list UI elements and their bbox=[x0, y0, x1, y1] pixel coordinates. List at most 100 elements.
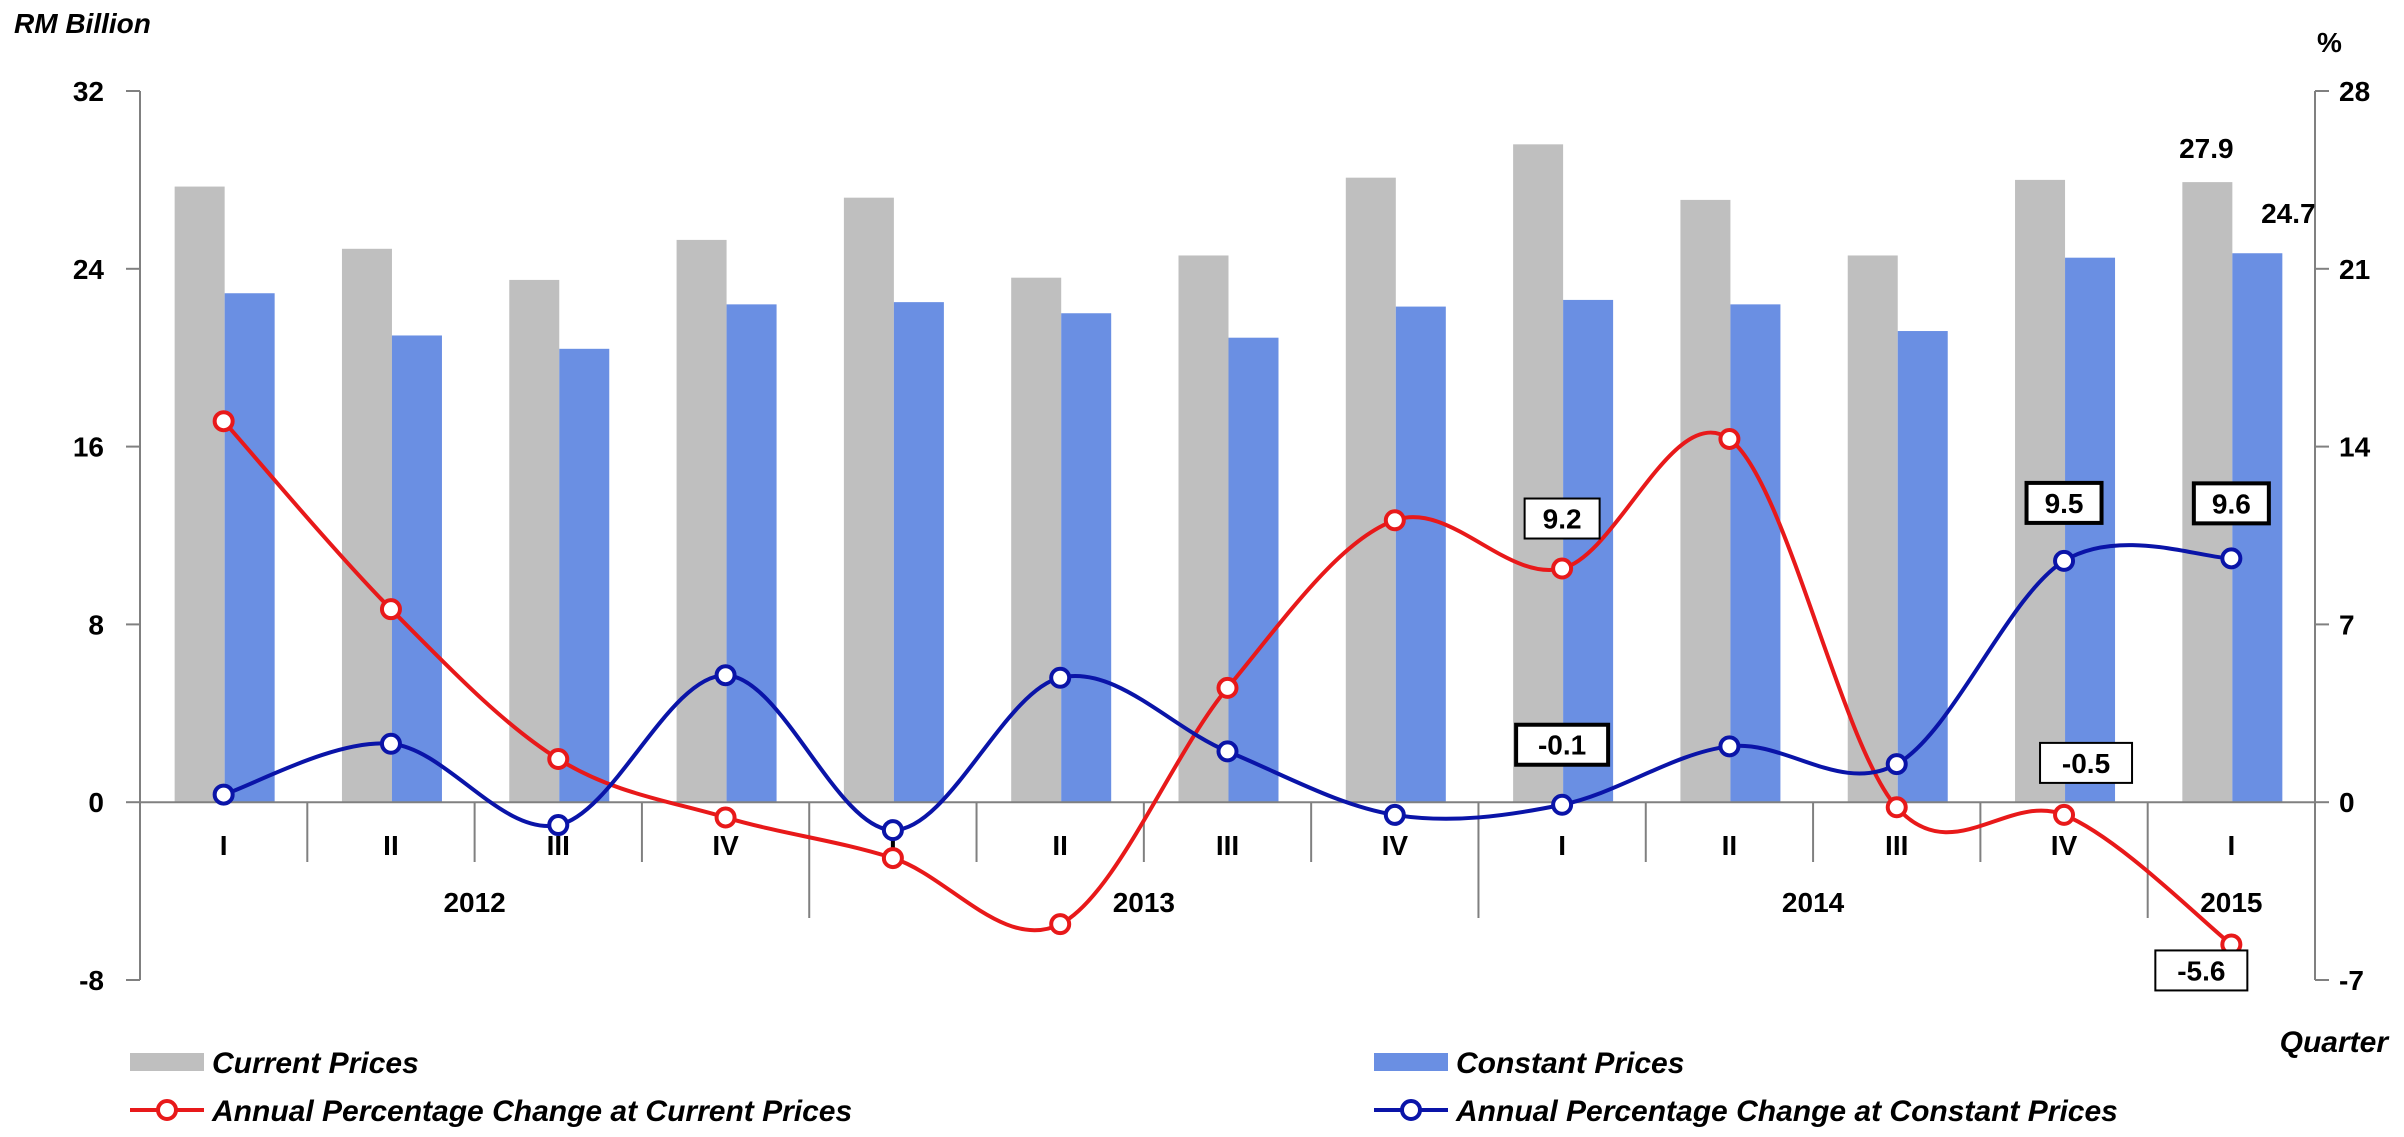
y-right-tick-label: 0 bbox=[2339, 787, 2355, 818]
constant-prices-bar-11 bbox=[2065, 257, 2116, 803]
constant-prices-bar-5 bbox=[1061, 313, 1112, 803]
constant-change-point-6 bbox=[1216, 740, 1239, 763]
data-label-box-4 bbox=[2024, 480, 2104, 525]
current-change-point-2 bbox=[547, 748, 570, 771]
constant-prices-bar-3 bbox=[726, 304, 777, 803]
y-right-axis-title: % bbox=[2317, 27, 2342, 58]
data-label-box-7 bbox=[2154, 949, 2249, 992]
y-left-tick-label: -8 bbox=[79, 965, 104, 996]
constant-change-point-8 bbox=[1551, 793, 1574, 816]
current-prices-bar-10 bbox=[1847, 255, 1898, 803]
current-prices-bar-9 bbox=[1680, 199, 1731, 803]
constant-prices-bar-1 bbox=[391, 335, 442, 803]
y-left-tick-label: 8 bbox=[88, 609, 104, 640]
current-prices-bar-6 bbox=[1178, 255, 1229, 803]
constant-prices-bar-9 bbox=[1730, 304, 1781, 803]
data-label-box-5 bbox=[2191, 481, 2271, 526]
y-left-tick-label: 16 bbox=[73, 432, 104, 463]
current-change-point-0 bbox=[212, 410, 235, 433]
y-left-axis-title: RM Billion bbox=[14, 8, 151, 39]
quarter-label-11: IV bbox=[2051, 830, 2078, 861]
constant-prices-bar-2 bbox=[559, 348, 610, 803]
legend-label-1: Constant Prices bbox=[1456, 1047, 1684, 1080]
current-prices-bar-1 bbox=[341, 248, 392, 803]
quarter-label-4: I bbox=[889, 830, 897, 861]
current-change-point-6 bbox=[1216, 676, 1239, 699]
legend-label-2: Annual Percentage Change at Current Pric… bbox=[211, 1095, 852, 1128]
constant-change-point-10 bbox=[1885, 753, 1908, 776]
data-label-3: -0.1 bbox=[1538, 730, 1586, 761]
current-change-point-1 bbox=[379, 598, 402, 621]
data-label-7: -5.6 bbox=[2177, 955, 2225, 986]
legend-label-3: Annual Percentage Change at Constant Pri… bbox=[1455, 1095, 2118, 1128]
current-change-point-5 bbox=[1049, 913, 1072, 936]
quarter-label-1: II bbox=[383, 830, 399, 861]
y-right-tick-label: 28 bbox=[2339, 76, 2370, 107]
constant-change-point-12 bbox=[2220, 547, 2243, 570]
data-label-box-6 bbox=[2039, 741, 2134, 784]
data-label-6: -0.5 bbox=[2062, 748, 2110, 779]
current-change-point-9 bbox=[1718, 427, 1741, 450]
quarter-label-2: III bbox=[547, 830, 570, 861]
y-right-tick-label: 7 bbox=[2339, 609, 2355, 640]
y-right-tick-label: -7 bbox=[2339, 965, 2364, 996]
legend: Current Prices Constant Prices Annual Perc… bbox=[130, 1047, 2118, 1128]
y-left-tick-label: 32 bbox=[73, 76, 104, 107]
constant-change-point-0 bbox=[212, 783, 235, 806]
constant-prices-bar-0 bbox=[224, 293, 275, 803]
quarter-label-3: IV bbox=[712, 830, 739, 861]
constant-prices-bar-7 bbox=[1395, 306, 1446, 803]
y-right-tick-label: 21 bbox=[2339, 254, 2370, 285]
year-label-2014: 2014 bbox=[1782, 887, 1845, 918]
data-label-box-3 bbox=[1514, 722, 1611, 767]
data-label-0: 27.9 bbox=[2179, 133, 2234, 164]
bars-layer bbox=[174, 144, 2283, 803]
quarter-label-5: II bbox=[1052, 830, 1068, 861]
current-change-point-8 bbox=[1551, 557, 1574, 580]
constant-prices-bar-10 bbox=[1897, 331, 1948, 803]
legend-marker-3 bbox=[1400, 1099, 1422, 1121]
constant-prices-bar-12 bbox=[2232, 253, 2283, 803]
constant-change-point-11 bbox=[2053, 549, 2076, 572]
constant-change-point-5 bbox=[1049, 666, 1072, 689]
data-label-2: 9.2 bbox=[1543, 504, 1582, 535]
current-change-point-7 bbox=[1383, 509, 1406, 532]
y-right-tick-label: 14 bbox=[2339, 432, 2371, 463]
current-change-point-10 bbox=[1885, 796, 1908, 819]
constant-change-point-7 bbox=[1383, 803, 1406, 826]
quarter-label-12: I bbox=[2227, 830, 2235, 861]
quarter-label-8: I bbox=[1558, 830, 1566, 861]
annotations-layer: 27.9 24.7 9.2 -0.1 9.5 9.6 -0.5 -5.6 bbox=[1514, 133, 2316, 992]
legend-marker-2 bbox=[156, 1099, 178, 1121]
quarter-label-6: III bbox=[1216, 830, 1239, 861]
year-label-2015: 2015 bbox=[2200, 887, 2262, 918]
current-prices-bar-8 bbox=[1513, 144, 1564, 803]
current-prices-bar-5 bbox=[1011, 277, 1062, 803]
constant-change-point-9 bbox=[1718, 735, 1741, 758]
constant-prices-bar-4 bbox=[893, 302, 944, 803]
quarter-label-10: III bbox=[1885, 830, 1908, 861]
current-change-point-11 bbox=[2053, 803, 2076, 826]
constant-change-point-1 bbox=[379, 732, 402, 755]
y-left-tick-label: 0 bbox=[88, 787, 104, 818]
data-label-4: 9.5 bbox=[2045, 488, 2084, 519]
quarter-label-9: II bbox=[1722, 830, 1738, 861]
y-left-tick-label: 24 bbox=[73, 254, 105, 285]
current-prices-bar-4 bbox=[843, 197, 894, 803]
data-label-box-2 bbox=[1523, 497, 1601, 540]
quarter-label-0: I bbox=[220, 830, 228, 861]
constant-change-point-3 bbox=[714, 664, 737, 687]
current-prices-bar-3 bbox=[676, 239, 727, 803]
constant-change-point-4 bbox=[881, 819, 904, 842]
constant-prices-bar-6 bbox=[1228, 337, 1279, 803]
legend-label-0: Current Prices bbox=[212, 1047, 419, 1080]
current-prices-bar-0 bbox=[174, 186, 225, 803]
current-change-point-4 bbox=[881, 847, 904, 870]
lines-layer bbox=[212, 410, 2243, 956]
data-label-5: 9.6 bbox=[2212, 488, 2251, 519]
current-prices-bar-2 bbox=[509, 279, 560, 803]
legend-swatch-1 bbox=[1374, 1053, 1448, 1071]
data-label-1: 24.7 bbox=[2261, 198, 2316, 229]
current-prices-bar-7 bbox=[1345, 177, 1396, 803]
